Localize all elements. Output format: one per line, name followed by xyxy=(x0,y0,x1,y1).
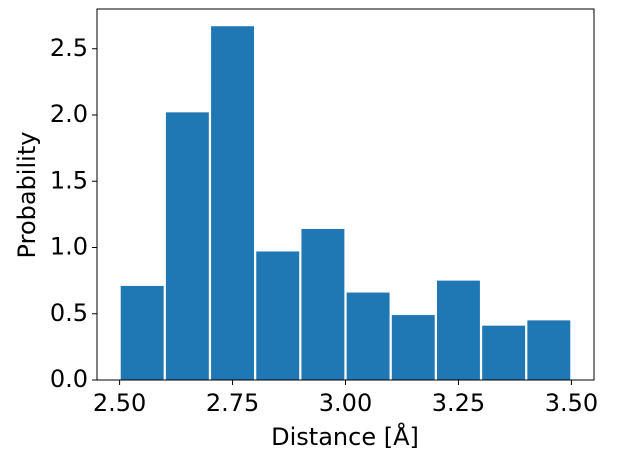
x-tick-label: 2.75 xyxy=(206,389,259,417)
y-tick-label: 0.0 xyxy=(50,365,88,393)
x-axis-label: Distance [Å] xyxy=(271,422,419,451)
bar xyxy=(527,320,571,380)
bar xyxy=(165,112,209,380)
x-tick-label: 3.00 xyxy=(319,389,372,417)
bar xyxy=(120,285,164,380)
bar xyxy=(346,292,390,380)
y-tick-label: 2.0 xyxy=(50,100,88,128)
y-tick-label: 1.5 xyxy=(50,166,88,194)
bar xyxy=(256,251,300,380)
bar xyxy=(436,280,480,380)
y-tick-label: 1.0 xyxy=(50,233,88,261)
y-tick-label: 2.5 xyxy=(50,34,88,62)
x-tick-label: 3.50 xyxy=(545,389,598,417)
y-axis-label: Probability xyxy=(13,132,41,259)
bar xyxy=(482,325,526,380)
x-tick-label: 3.25 xyxy=(432,389,485,417)
bar xyxy=(301,228,345,380)
bar xyxy=(211,26,255,380)
bar xyxy=(391,315,435,380)
y-tick-label: 0.5 xyxy=(50,299,88,327)
x-tick-label: 2.50 xyxy=(93,389,146,417)
plot-frame xyxy=(96,8,595,381)
